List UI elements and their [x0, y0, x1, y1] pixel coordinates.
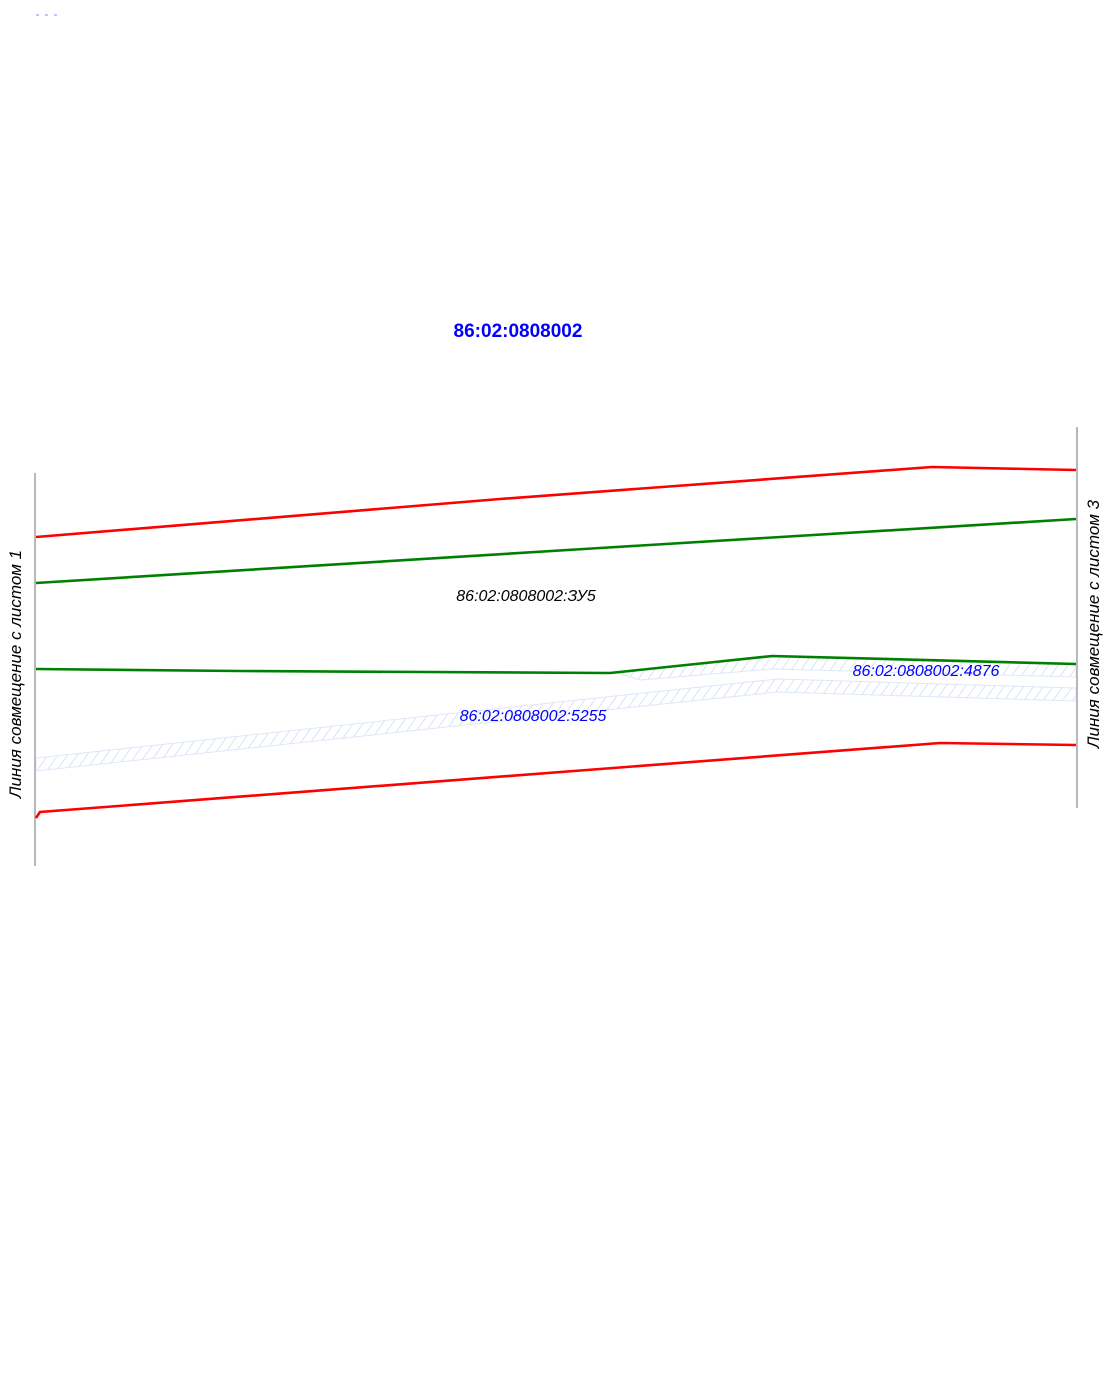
match-line-right-label: Линия совмещение с листом 3	[1084, 499, 1103, 749]
red-boundary-top	[35, 465, 1077, 539]
match-line-left-label: Линия совмещение с листом 1	[6, 550, 25, 799]
green-parcel-top	[35, 517, 1077, 585]
parcel-5255-label: 86:02:0808002:5255	[460, 708, 607, 725]
quarter-number-label: 86:02:0808002	[454, 321, 583, 342]
red-boundary-bottom	[34, 741, 1077, 819]
parcel-zu5-label: 86:02:0808002:ЗУ5	[456, 588, 596, 605]
parcel-4876-band	[614, 656, 1077, 681]
parcel-4876-label: 86:02:0808002:4876	[853, 663, 1000, 680]
green-parcel-bottom	[35, 654, 1077, 675]
parcel-5255-band	[35, 678, 1077, 772]
